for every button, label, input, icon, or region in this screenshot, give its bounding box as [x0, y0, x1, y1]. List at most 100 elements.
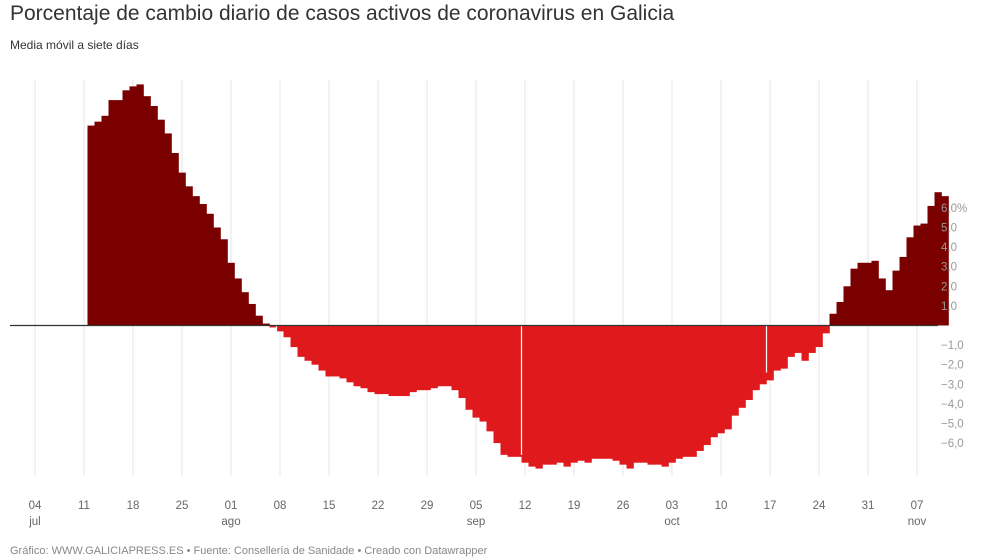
bar	[843, 286, 851, 326]
bar	[360, 325, 368, 389]
bar	[255, 315, 263, 326]
bar	[570, 325, 578, 463]
bar	[269, 325, 277, 328]
bar	[717, 325, 725, 434]
bar	[836, 301, 844, 326]
bar	[164, 133, 172, 326]
bar	[689, 325, 697, 457]
y-tick-label: 6,0%	[941, 203, 967, 215]
bar	[227, 262, 235, 326]
bar	[346, 325, 354, 383]
y-tick-label: 2,0	[941, 281, 957, 293]
bars	[87, 84, 949, 469]
x-tick-day: 03	[666, 500, 679, 512]
bar	[311, 325, 319, 365]
bar	[115, 100, 123, 326]
bar	[416, 325, 424, 391]
chart-subtitle: Media móvil a siete días	[10, 38, 139, 52]
x-tick-day: 12	[519, 500, 532, 512]
bar	[423, 325, 431, 391]
bar	[409, 325, 417, 393]
bar	[143, 96, 151, 326]
bar	[759, 325, 767, 385]
bar	[262, 323, 270, 326]
bar	[864, 262, 872, 326]
bar	[598, 325, 606, 459]
y-tick-label: −4,0	[941, 399, 964, 411]
bar	[500, 325, 508, 455]
bar	[577, 325, 585, 461]
bar	[542, 325, 550, 465]
bar	[913, 225, 921, 326]
bar	[108, 100, 116, 326]
bar	[297, 325, 305, 357]
bar	[640, 325, 648, 463]
bar	[290, 325, 298, 348]
bar	[437, 325, 445, 387]
bar	[430, 325, 438, 389]
bar	[220, 239, 228, 326]
bar	[661, 325, 669, 467]
x-tick-day: 31	[862, 500, 875, 512]
chart-svg: 6,0% 5,0 4,0 3,0 2,0 1,0 −1,0 −2,0 −3,0 −4,0 −5,0 −…	[10, 80, 967, 528]
bar	[332, 325, 340, 377]
bar	[248, 303, 256, 326]
x-tick-day: 25	[176, 500, 189, 512]
bar	[458, 325, 466, 399]
bar	[381, 325, 389, 395]
bar	[94, 121, 102, 326]
chart-title: Porcentaje de cambio diario de casos act…	[10, 2, 675, 25]
bar	[192, 196, 200, 326]
bar	[129, 86, 137, 326]
bar	[402, 325, 410, 397]
x-axis-ticks: 04 jul 11 18 25 01 ago 08 15 22 29 05 sep 12 19 26 03 oct…	[28, 500, 926, 528]
bar	[878, 278, 886, 326]
y-tick-label: 1,0	[941, 301, 957, 313]
bar	[745, 325, 753, 400]
y-tick-label: 4,0	[941, 242, 957, 254]
y-axis-ticks: 6,0% 5,0 4,0 3,0 2,0 1,0 −1,0 −2,0 −3,0 −4,0 −5,0 −…	[941, 203, 967, 450]
x-tick-day: 17	[764, 500, 777, 512]
x-tick-day: 22	[372, 500, 385, 512]
bar	[857, 262, 865, 326]
bar	[605, 325, 613, 459]
bar	[675, 325, 683, 459]
bar	[374, 325, 382, 395]
bar	[101, 115, 109, 326]
bar	[304, 325, 312, 361]
bar	[927, 205, 935, 326]
bar	[178, 172, 186, 326]
bar	[556, 325, 564, 463]
bar	[829, 313, 837, 326]
bar	[479, 325, 487, 422]
bar	[521, 325, 529, 463]
x-tick-day: 19	[568, 500, 581, 512]
y-tick-label: 5,0	[941, 223, 957, 235]
bar	[472, 325, 480, 418]
bar	[185, 186, 193, 326]
x-tick-day: 10	[715, 500, 728, 512]
bar	[752, 325, 760, 391]
bar	[801, 325, 809, 361]
bar	[367, 325, 375, 393]
x-tick-day: 29	[421, 500, 434, 512]
x-tick-day: 04	[29, 500, 42, 512]
bar	[339, 325, 347, 379]
x-tick-day: 11	[78, 500, 90, 512]
x-tick-month: nov	[908, 516, 927, 528]
x-tick-day: 26	[617, 500, 630, 512]
bar	[710, 325, 718, 438]
y-tick-label: −3,0	[941, 379, 964, 391]
x-tick-day: 15	[323, 500, 336, 512]
bar	[941, 196, 949, 326]
bar	[493, 325, 501, 444]
bar	[514, 325, 522, 457]
bar	[696, 325, 704, 451]
bar	[388, 325, 396, 397]
chart-footer: Gráfico: WWW.GALICIAPRESS.ES • Fuente: C…	[10, 545, 488, 557]
bar	[395, 325, 403, 397]
bar	[276, 325, 284, 332]
bar	[626, 325, 634, 469]
bar	[528, 325, 536, 467]
bar	[444, 325, 452, 387]
